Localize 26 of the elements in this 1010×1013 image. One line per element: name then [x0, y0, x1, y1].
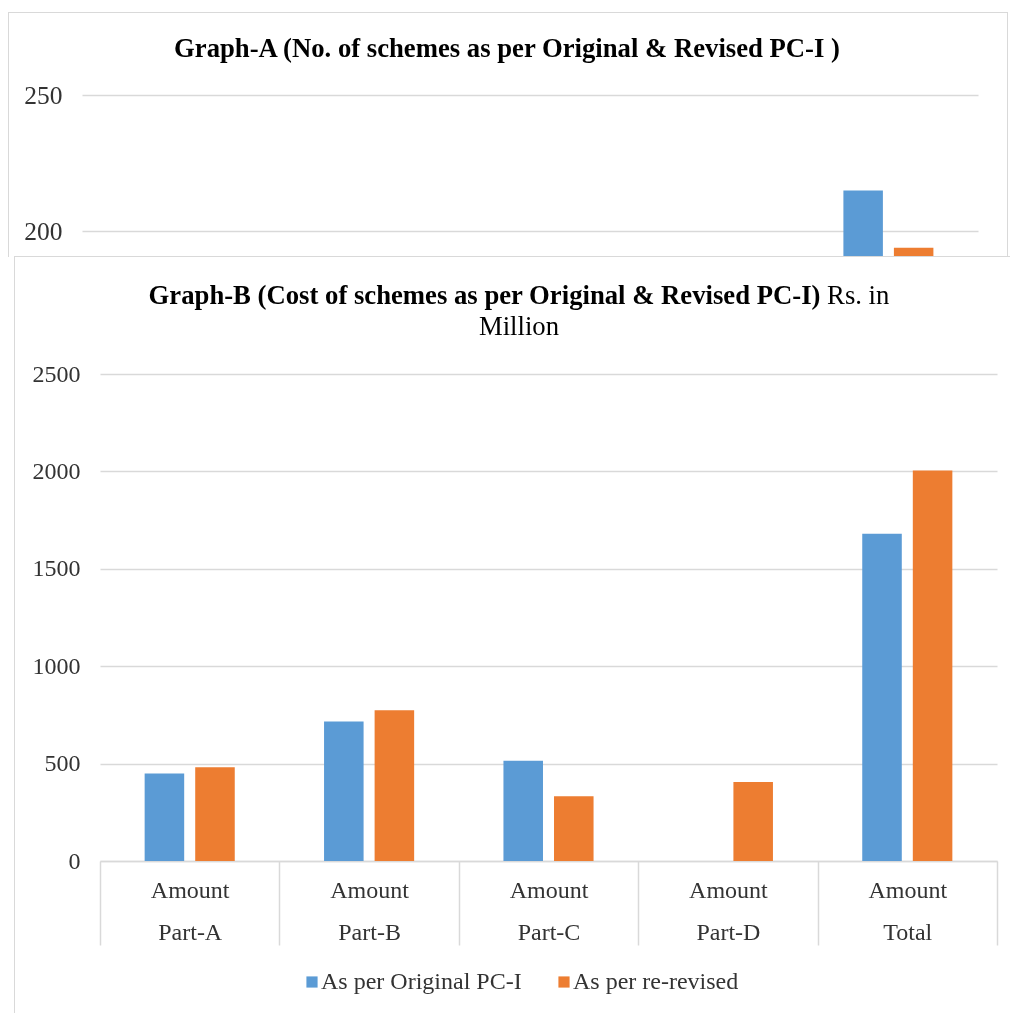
legend-label: As per Original PC-I — [321, 968, 522, 994]
chart-title: Graph-A (No. of schemes as per Original & Revised PC-I ) — [174, 33, 840, 63]
chart-title: Graph-B (Cost of schemes as per Original & Revised PC-I) Rs. in Million — [148, 280, 890, 341]
bar — [144, 773, 185, 861]
bar — [733, 782, 773, 861]
y-tick-label: 250 — [24, 80, 63, 110]
y-tick-label: 2500 — [32, 360, 81, 387]
bar — [503, 760, 543, 861]
x-tick-label: Amount Part-D — [689, 877, 769, 946]
bar — [324, 721, 364, 861]
y-tick-label: 500 — [44, 750, 81, 777]
y-tick-label: 1500 — [32, 555, 81, 582]
bar — [554, 796, 594, 861]
x-tick-label: Amount Total — [868, 877, 948, 946]
bar — [862, 533, 902, 861]
bar — [374, 710, 415, 861]
y-tick-label: 2000 — [32, 457, 81, 484]
y-tick-label: 1000 — [32, 652, 81, 679]
y-tick-label: 0 — [68, 847, 81, 874]
x-tick-label: Amount Part-B — [330, 877, 410, 946]
bar — [912, 470, 953, 861]
x-tick-label: Amount Part-C — [509, 877, 589, 946]
legend-label: As per re-revised — [573, 968, 739, 994]
bar — [195, 767, 235, 861]
y-tick-label: 200 — [24, 216, 63, 246]
x-tick-label: Amount Part-A — [150, 877, 230, 946]
